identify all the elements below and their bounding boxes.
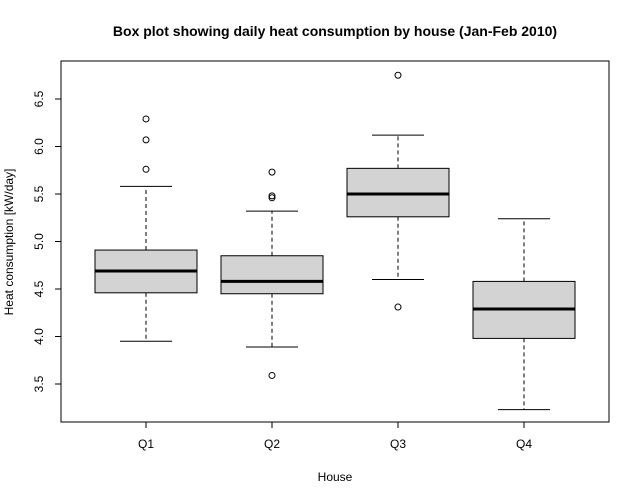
outlier-point bbox=[142, 115, 150, 123]
outlier-point bbox=[268, 194, 276, 202]
outlier-point bbox=[142, 165, 150, 173]
y-tick-label: 5.0 bbox=[32, 233, 46, 250]
y-tick-label: 5.5 bbox=[32, 185, 46, 202]
y-tick-label: 6.0 bbox=[32, 138, 46, 155]
x-tick-label: Q2 bbox=[264, 437, 280, 451]
outlier-point bbox=[394, 303, 402, 311]
x-tick-label: Q4 bbox=[516, 437, 532, 451]
x-axis-label: House bbox=[318, 470, 353, 484]
box-q2 bbox=[220, 255, 324, 295]
chart-title: Box plot showing daily heat consumption … bbox=[113, 23, 557, 39]
y-tick-label: 3.5 bbox=[32, 375, 46, 392]
y-tick-label: 4.5 bbox=[32, 280, 46, 297]
plot-marks: 3.5 4.0 4.5 5.0 5.5 6.0 6.5 Q1 Q2 Q3 Q4 bbox=[32, 71, 576, 451]
outlier-point bbox=[268, 371, 276, 379]
y-tick-label: 4.0 bbox=[32, 328, 46, 345]
y-axis-label: Heat consumption [kW/day] bbox=[2, 169, 16, 316]
y-tick-label: 6.5 bbox=[32, 90, 46, 107]
outlier-point bbox=[142, 136, 150, 144]
x-tick-label: Q1 bbox=[138, 437, 154, 451]
outlier-point bbox=[268, 192, 276, 200]
plot-frame bbox=[60, 60, 610, 423]
x-tick-label: Q3 bbox=[390, 437, 406, 451]
outlier-point bbox=[268, 168, 276, 176]
outlier-point bbox=[394, 71, 402, 79]
